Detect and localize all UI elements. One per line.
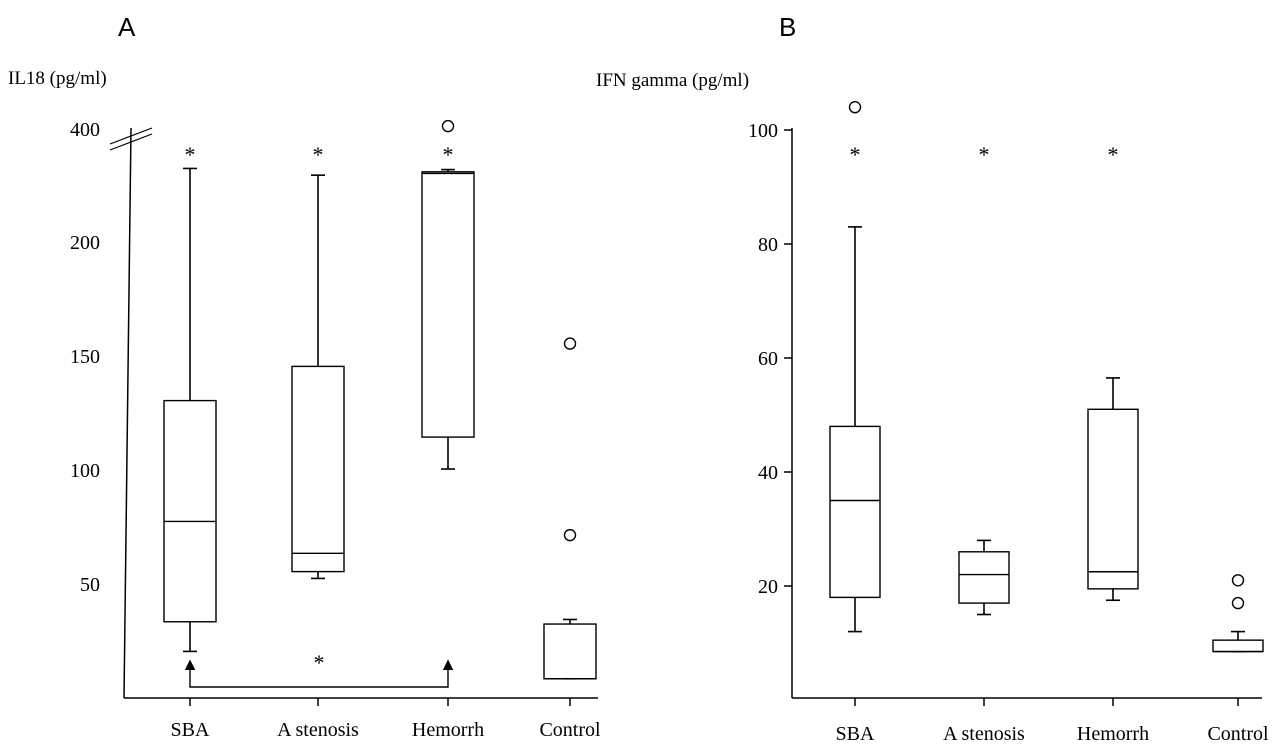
box-control (543, 623, 597, 680)
box-control (1212, 639, 1264, 653)
outlier-point (563, 337, 577, 350)
y-tick-label-b: 20 (758, 576, 778, 598)
outlier-point (441, 119, 455, 133)
significance-asterisk: * (185, 142, 196, 167)
x-tick-label: SBA (171, 719, 210, 741)
y-tick-label-b: 40 (758, 462, 778, 484)
axis-break-upper (109, 127, 153, 145)
outlier-point (848, 100, 862, 114)
y-axis-label-b: IFN gamma (pg/ml) (596, 70, 749, 91)
x-tick-label: Control (1207, 723, 1269, 745)
y-axis-label-a: IL18 (pg/ml) (8, 68, 107, 89)
y-tick-label-a: 50 (80, 574, 100, 596)
panel-a: A IL18 (pg/ml) 50 100 150 200 400 SBA A s… (8, 12, 601, 741)
box-hemorrh (421, 171, 475, 438)
box-sba (829, 425, 881, 599)
plot-area-b: 20 40 60 80 100 SBA A stenosis Hemorrh Control * *… (748, 100, 1269, 745)
x-tick-label: Hemorrh (1077, 723, 1149, 745)
y-tick-label-b: 100 (748, 120, 778, 142)
x-tick-label: Control (539, 719, 601, 741)
box-sba (163, 399, 217, 623)
panel-b: B IFN gamma (pg/ml) 20 40 60 80 100 SBA A sten… (596, 12, 1269, 745)
significance-asterisk: * (313, 142, 324, 167)
bracket-asterisk: * (314, 650, 325, 675)
bracket-marker-left: ▲ (181, 654, 199, 674)
significance-asterisk: * (850, 142, 861, 167)
axis-break-lower (109, 133, 153, 151)
significance-asterisk: * (1108, 142, 1119, 167)
x-tick-label: SBA (836, 723, 875, 745)
y-tick-label-a: 150 (70, 346, 100, 368)
y-axis-a (123, 127, 132, 699)
outlier-point (1231, 574, 1245, 587)
y-tick-label-b: 60 (758, 348, 778, 370)
comparison-bracket (189, 670, 449, 688)
x-tick-label: A stenosis (277, 719, 359, 741)
x-tick-label: A stenosis (943, 723, 1025, 745)
box-a-stenosis (958, 551, 1010, 604)
y-tick-label-a: 100 (70, 460, 100, 482)
significance-asterisk: * (979, 142, 990, 167)
y-tick-label-a: 400 (70, 119, 100, 141)
x-tick-label: Hemorrh (412, 719, 484, 741)
box-hemorrh (1087, 408, 1139, 590)
outlier-point (563, 528, 577, 542)
y-tick-label-b: 80 (758, 234, 778, 256)
outlier-point (1231, 596, 1245, 610)
significance-asterisk: * (443, 142, 454, 167)
y-tick-label-a: 200 (70, 232, 100, 254)
plot-area-a: SBA A stenosis Hemorrh Control * * * ▲ ▲ * (163, 119, 601, 741)
panel-label-b: B (779, 12, 796, 42)
bracket-marker-right: ▲ (439, 654, 457, 674)
box-a-stenosis (291, 365, 345, 573)
panel-label-a: A (118, 12, 136, 42)
